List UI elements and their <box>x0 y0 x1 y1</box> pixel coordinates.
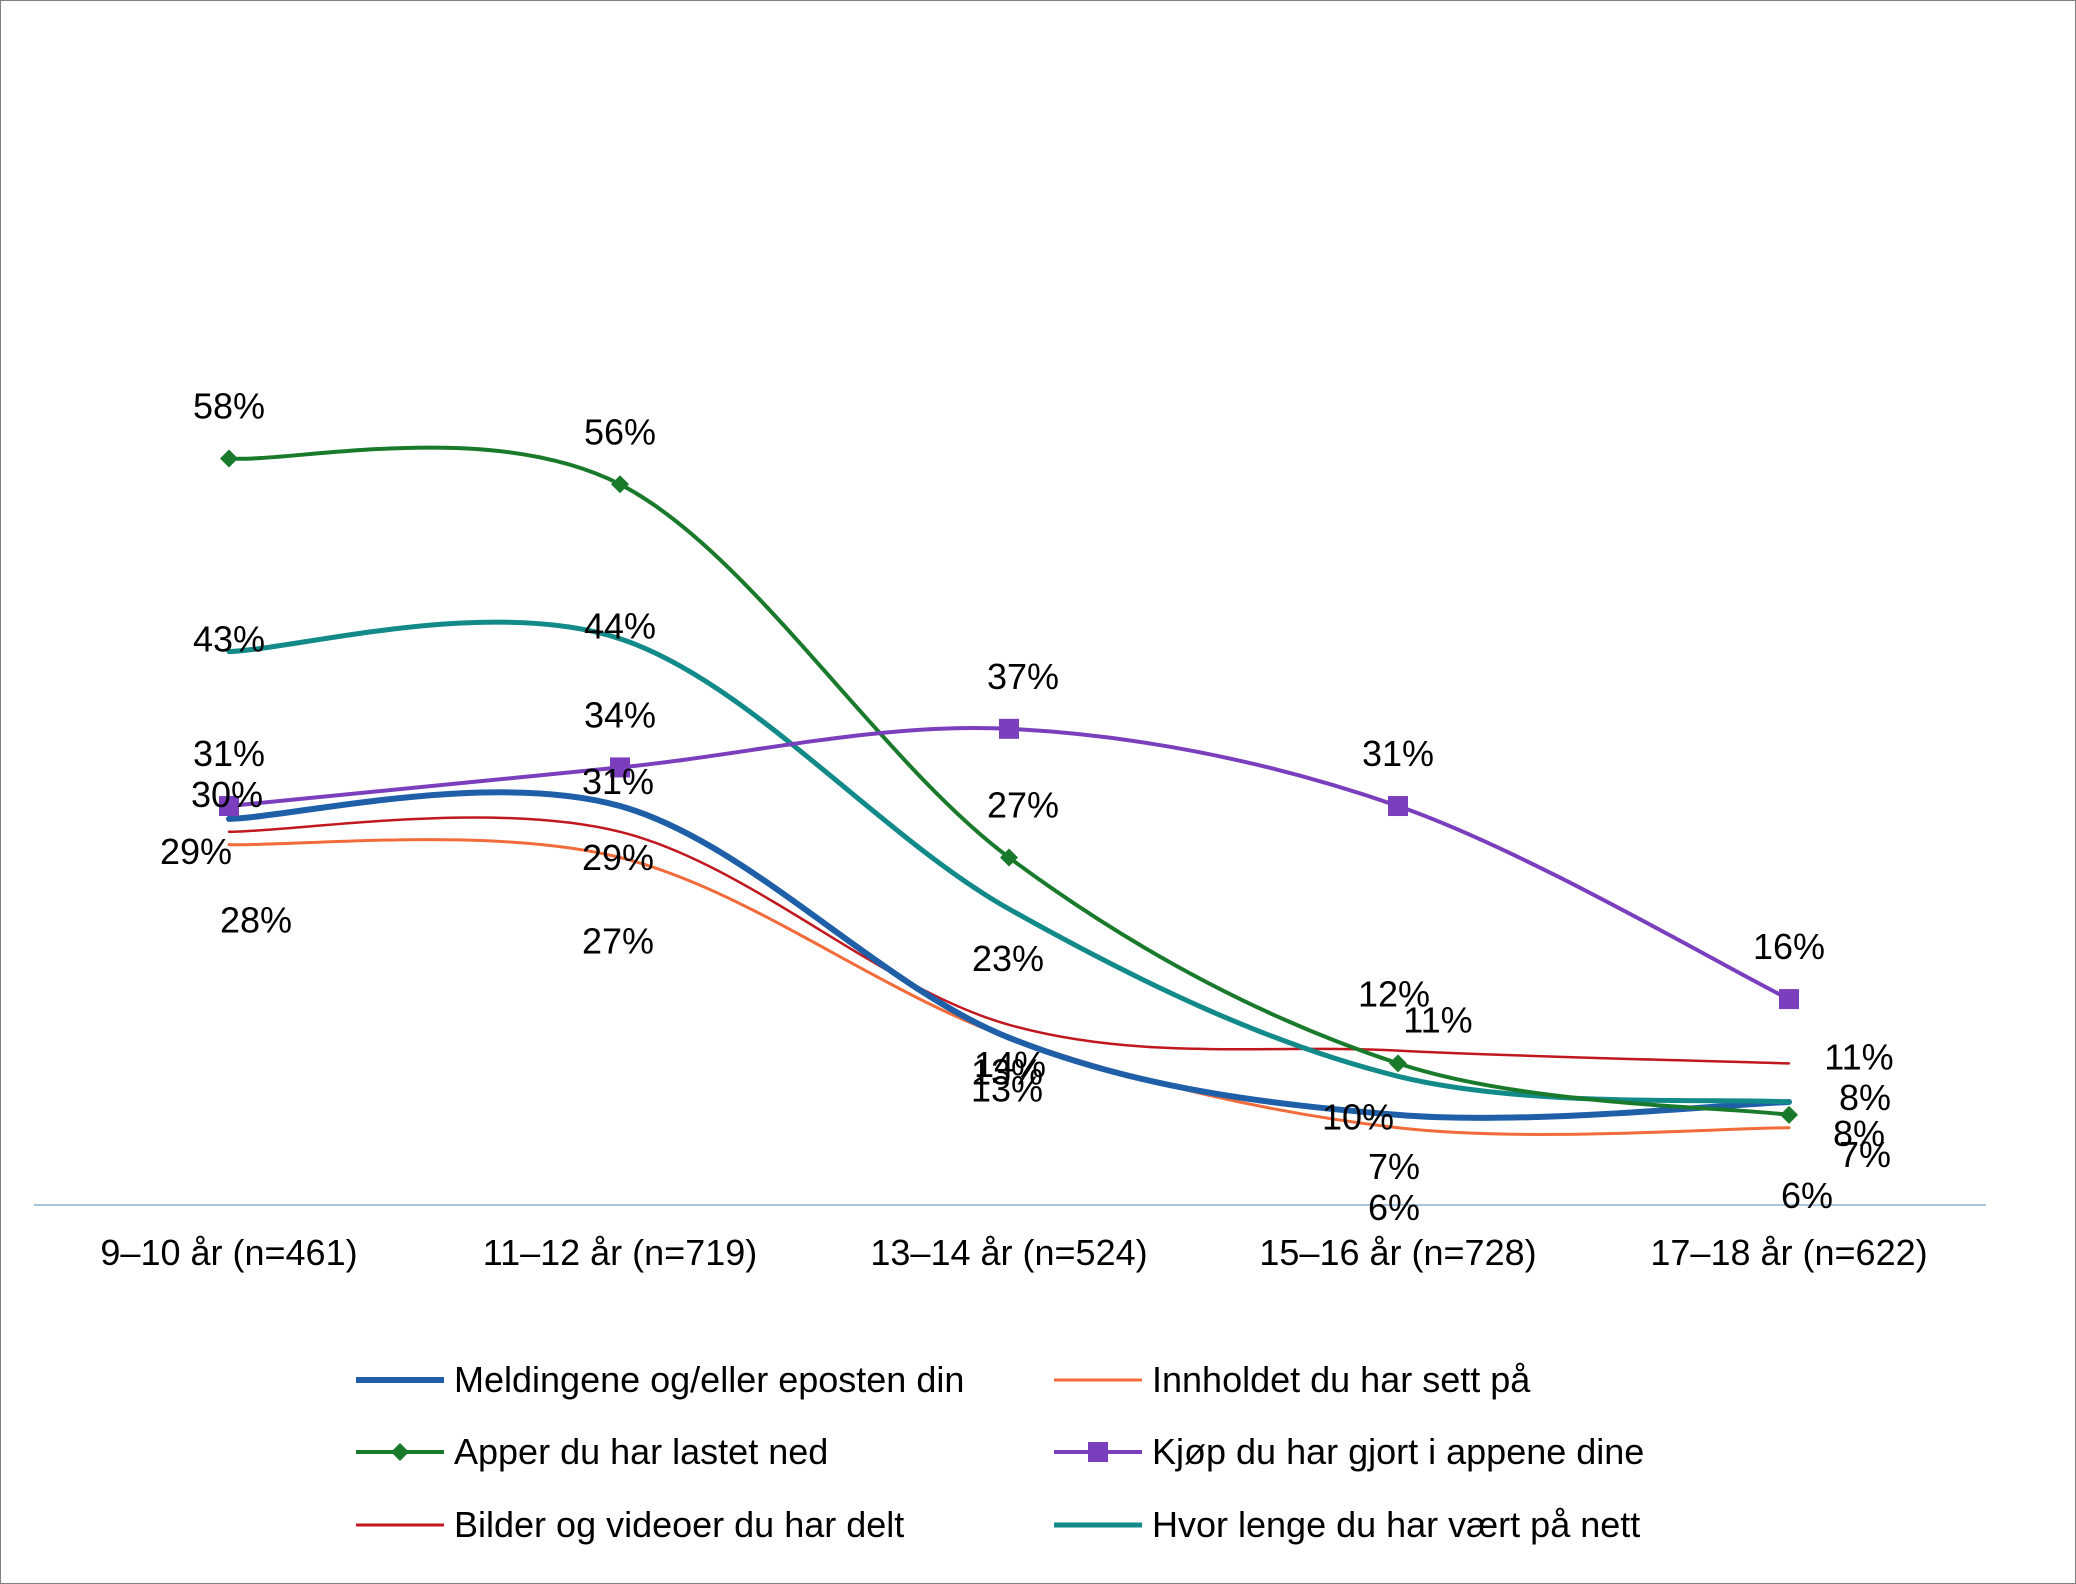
legend-label: Bilder og videoer du har delt <box>454 1504 904 1545</box>
data-label: 30% <box>191 774 263 815</box>
data-labels: 30% 31%13%7%8%28%27%13%6% 6%58%56%27%11%7%… <box>160 386 1894 1228</box>
series-lines <box>226 445 1792 1136</box>
series-marker-square <box>999 718 1019 739</box>
x-tick-label: 15–16 år (n=728) <box>1259 1232 1536 1273</box>
series-marker-diamond <box>1000 848 1018 867</box>
legend-item-meldingene-og-eller-eposten-din: Meldingene og/eller eposten din <box>356 1359 964 1400</box>
data-label: 29% <box>582 837 654 878</box>
legend-marker-square <box>1088 1442 1108 1462</box>
x-axis-tick-labels: 9–10 år (n=461) 11–12 år (n=719) 13–14 år … <box>100 1232 1927 1273</box>
series-marker-square <box>219 796 239 817</box>
legend-item-apper-du-har-lastet-ned: Apper du har lastet ned <box>356 1431 828 1472</box>
legend-label: Kjøp du har gjort i appene dine <box>1152 1431 1644 1472</box>
data-label: 16% <box>1753 926 1825 967</box>
data-label: 23% <box>972 938 1044 979</box>
x-tick-label: 13–14 år (n=524) <box>870 1232 1147 1273</box>
data-label: 37% <box>987 656 1059 697</box>
series-marker-square <box>1779 989 1799 1010</box>
series-line-meldingene-og-eller-eposten-din <box>226 789 1792 1121</box>
series-marker-square <box>610 757 630 778</box>
series-marker-diamond <box>220 449 238 468</box>
data-label: 6% <box>1368 1187 1420 1228</box>
data-label: 28% <box>220 900 292 941</box>
legend-label: Hvor lenge du har vært på nett <box>1152 1504 1640 1545</box>
series-line-bilder-og-videoer-du-har-delt <box>227 816 1791 1065</box>
x-tick-label: 17–18 år (n=622) <box>1650 1232 1927 1273</box>
data-label: 34% <box>584 694 656 735</box>
data-label: 7% <box>1839 1134 1891 1175</box>
series-marker-diamond <box>1780 1105 1798 1124</box>
data-label: 13% <box>971 1069 1043 1110</box>
data-label: 27% <box>987 785 1059 826</box>
data-label: 29% <box>160 831 232 872</box>
series-marker-square <box>1388 796 1408 817</box>
series-line-apper-du-har-lastet-ned <box>227 445 1791 1117</box>
data-label: 10% <box>1322 1096 1394 1137</box>
x-tick-label: 11–12 år (n=719) <box>483 1232 758 1273</box>
data-label: 11% <box>1824 1036 1893 1077</box>
legend-item-hvor-lenge-du-har-v-rt-p-nett: Hvor lenge du har vært på nett <box>1054 1504 1640 1545</box>
series-marker-diamond <box>611 475 629 494</box>
legend-item-innholdet-du-har-sett-p: Innholdet du har sett på <box>1054 1359 1531 1400</box>
series-line-hvor-lenge-du-har-v-rt-p-nett <box>226 619 1792 1105</box>
legend: Meldingene og/eller eposten din Innholdet… <box>356 1359 1644 1545</box>
data-label: 44% <box>584 606 656 647</box>
data-label: 8% <box>1833 1113 1885 1154</box>
data-label: 31% <box>582 761 654 802</box>
series-marker-diamond <box>1389 1054 1407 1073</box>
data-label: 6% <box>1781 1175 1833 1216</box>
data-label: 43% <box>193 619 265 660</box>
data-label: 8% <box>1839 1077 1891 1118</box>
data-label: 27% <box>582 921 654 962</box>
legend-item-kj-p-du-har-gjort-i-appene-dine: Kjøp du har gjort i appene dine <box>1054 1431 1644 1472</box>
x-tick-label: 9–10 år (n=461) <box>100 1232 357 1273</box>
legend-label: Apper du har lastet ned <box>454 1431 828 1472</box>
data-label: 13% <box>971 1052 1043 1093</box>
legend-item-bilder-og-videoer-du-har-delt: Bilder og videoer du har delt <box>356 1504 904 1545</box>
data-label: 7% <box>1368 1146 1420 1187</box>
data-label: 14% <box>974 1044 1046 1085</box>
legend-label: Innholdet du har sett på <box>1152 1359 1531 1400</box>
data-label: 11% <box>1403 999 1472 1040</box>
data-label: 31% <box>193 733 265 774</box>
data-label: 12% <box>1358 974 1430 1015</box>
data-label: 58% <box>193 386 265 427</box>
legend-label: Meldingene og/eller eposten din <box>454 1359 964 1400</box>
series-markers <box>219 449 1799 1124</box>
data-label: 56% <box>584 411 656 452</box>
legend-marker-diamond <box>391 1443 409 1461</box>
data-label: 31% <box>1362 733 1434 774</box>
